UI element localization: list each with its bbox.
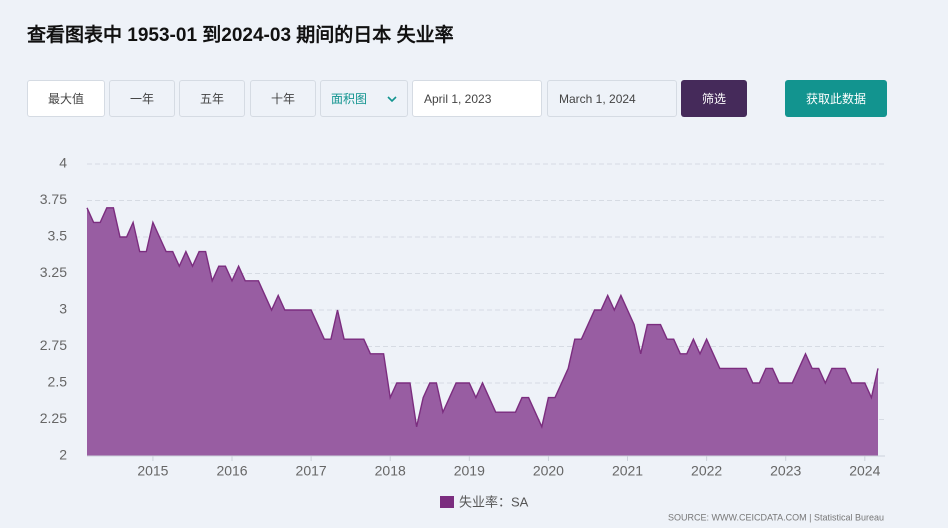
y-tick-label: 3.75: [40, 191, 67, 207]
source: SOURCE: WWW.CEICDATA.COM | Statistical B…: [668, 512, 884, 522]
x-tick-label: 2021: [612, 463, 643, 479]
x-tick-label: 2017: [296, 463, 327, 479]
y-tick-label: 3.25: [40, 264, 67, 280]
x-tick-label: 2016: [216, 463, 247, 479]
end-date[interactable]: March 1, 2024: [547, 80, 677, 117]
x-tick-label: 2023: [770, 463, 801, 479]
x-tick-label: 2020: [533, 463, 564, 479]
filter-button[interactable]: 筛选: [681, 80, 747, 117]
start-date[interactable]: April 1, 2023: [412, 80, 542, 117]
x-tick-label: 2024: [849, 463, 880, 479]
legend-swatch: [440, 496, 454, 508]
y-tick-label: 2: [59, 447, 67, 463]
y-tick-label: 2.75: [40, 337, 67, 353]
legend-label: 失业率：SA: [459, 494, 529, 509]
get-data-button[interactable]: 获取此数据: [785, 80, 887, 117]
y-tick-label: 4: [59, 155, 67, 171]
x-tick-label: 2018: [375, 463, 406, 479]
range-button[interactable]: 五年: [179, 80, 245, 117]
chevron: [387, 95, 397, 102]
chart-type-select[interactable]: 面积图: [320, 80, 408, 117]
y-tick-label: 2.25: [40, 410, 67, 426]
area-line: [86, 207, 879, 429]
y-tick-label: 3: [59, 301, 67, 317]
range-button[interactable]: 十年: [250, 80, 316, 117]
x-tick-label: 2022: [691, 463, 722, 479]
range-button[interactable]: 一年: [109, 80, 175, 117]
page-title: 查看图表中 1953-01 到2024-03 期间的日本 失业率: [27, 25, 454, 46]
area: [87, 207, 878, 456]
range-button[interactable]: 最大值: [27, 80, 105, 117]
y-tick-label: 3.5: [48, 228, 68, 244]
select-value: 面积图: [330, 92, 367, 106]
x-tick-label: 2019: [454, 463, 485, 479]
y-tick-label: 2.5: [48, 374, 68, 390]
x-tick-label: 2015: [137, 463, 168, 479]
